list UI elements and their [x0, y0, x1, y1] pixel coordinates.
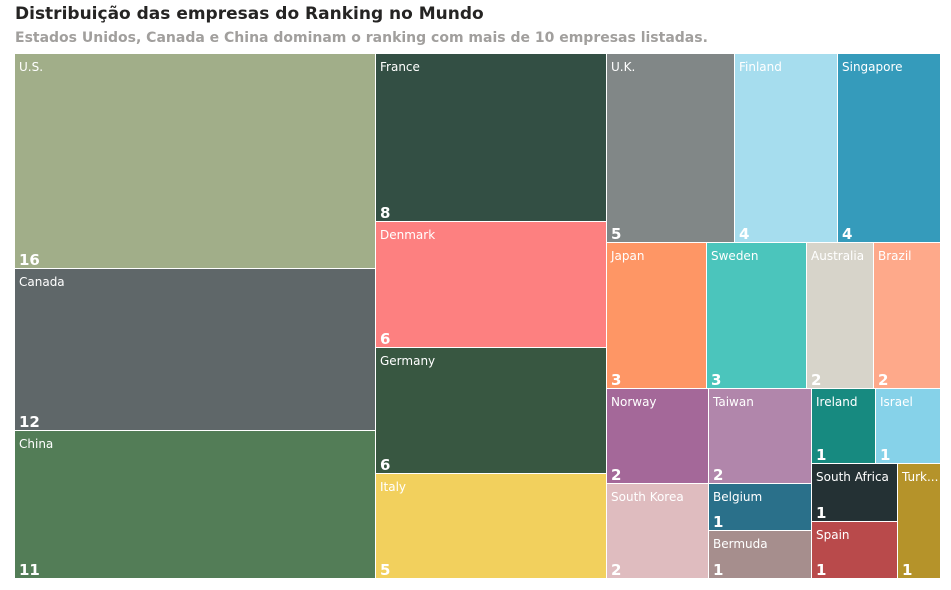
treemap-value-canada: 12: [19, 413, 40, 431]
treemap-value-france: 8: [380, 204, 390, 222]
treemap-rect-spain[interactable]: [812, 522, 897, 578]
treemap-value-south-africa: 1: [816, 504, 826, 522]
treemap-rect-denmark[interactable]: [376, 222, 606, 347]
treemap-cell-france[interactable]: France 8: [376, 54, 606, 222]
treemap-label-japan: Japan: [610, 249, 644, 263]
treemap-label-denmark: Denmark: [380, 228, 435, 242]
treemap-value-australia: 2: [811, 371, 821, 389]
treemap-cell-taiwan[interactable]: Taiwan 2: [709, 389, 811, 484]
treemap-rect-u-k[interactable]: [607, 54, 734, 242]
treemap-cell-u-s[interactable]: U.S. 16: [15, 54, 375, 269]
chart-subtitle: Estados Unidos, Canada e China dominam o…: [15, 30, 708, 46]
treemap-rect-sweden[interactable]: [707, 243, 806, 388]
treemap-label-south-korea: South Korea: [611, 490, 684, 504]
treemap-rect-finland[interactable]: [735, 54, 837, 242]
treemap-label-singapore: Singapore: [842, 60, 903, 74]
treemap-rect-south-korea[interactable]: [607, 484, 708, 578]
treemap-rect-france[interactable]: [376, 54, 606, 221]
treemap-value-norway: 2: [611, 466, 621, 484]
treemap-rect-turk[interactable]: [898, 464, 940, 578]
treemap-label-norway: Norway: [611, 395, 657, 409]
treemap-cell-canada[interactable]: Canada 12: [15, 269, 375, 431]
treemap-rect-norway[interactable]: [607, 389, 708, 483]
treemap-label-south-africa: South Africa: [816, 470, 889, 484]
treemap-label-u-s: U.S.: [19, 60, 43, 74]
treemap-rect-south-africa[interactable]: [812, 464, 897, 521]
treemap-value-china: 11: [19, 561, 40, 579]
treemap-cell-turk[interactable]: Turk... 1: [898, 464, 940, 579]
treemap-rect-china[interactable]: [15, 431, 375, 578]
treemap-value-bermuda: 1: [713, 561, 723, 579]
treemap-rect-germany[interactable]: [376, 348, 606, 473]
treemap-cell-israel[interactable]: Israel 1: [876, 389, 940, 464]
treemap-value-singapore: 4: [842, 225, 852, 243]
treemap-cell-germany[interactable]: Germany 6: [376, 348, 606, 474]
treemap-cell-singapore[interactable]: Singapore 4: [838, 54, 940, 243]
treemap-value-belgium: 1: [713, 513, 723, 531]
treemap-value-taiwan: 2: [713, 466, 723, 484]
treemap-rect-ireland[interactable]: [812, 389, 875, 463]
treemap-cell-south-africa[interactable]: South Africa 1: [812, 464, 897, 522]
treemap-rect-canada[interactable]: [15, 269, 375, 430]
treemap-value-ireland: 1: [816, 446, 826, 464]
treemap-rect-australia[interactable]: [807, 243, 873, 388]
treemap-rect-belgium[interactable]: [709, 484, 811, 530]
treemap-label-china: China: [19, 437, 53, 451]
chart-title: Distribuição das empresas do Ranking no …: [15, 4, 484, 24]
treemap-cell-u-k[interactable]: U.K. 5: [607, 54, 734, 243]
treemap-label-turk: Turk...: [901, 470, 938, 484]
treemap-value-germany: 6: [380, 456, 390, 474]
treemap-value-italy: 5: [380, 561, 390, 579]
treemap-label-canada: Canada: [19, 275, 65, 289]
treemap-value-denmark: 6: [380, 330, 390, 348]
treemap-label-taiwan: Taiwan: [712, 395, 754, 409]
treemap-rect-u-s[interactable]: [15, 54, 375, 268]
treemap-value-u-s: 16: [19, 251, 40, 269]
treemap-value-spain: 1: [816, 561, 826, 579]
treemap-cell-south-korea[interactable]: South Korea 2: [607, 484, 708, 579]
treemap-label-brazil: Brazil: [878, 249, 912, 263]
treemap-value-israel: 1: [880, 446, 890, 464]
treemap-cell-belgium[interactable]: Belgium 1: [709, 484, 811, 531]
treemap-value-south-korea: 2: [611, 561, 621, 579]
treemap-cell-denmark[interactable]: Denmark 6: [376, 222, 606, 348]
treemap-label-spain: Spain: [816, 528, 850, 542]
treemap-rect-singapore[interactable]: [838, 54, 940, 242]
treemap-label-u-k: U.K.: [611, 60, 635, 74]
treemap-cell-australia[interactable]: Australia 2: [807, 243, 873, 389]
treemap-cell-china[interactable]: China 11: [15, 431, 375, 579]
treemap-value-u-k: 5: [611, 225, 621, 243]
treemap-value-japan: 3: [611, 371, 621, 389]
treemap-rect-italy[interactable]: [376, 474, 606, 578]
treemap-value-sweden: 3: [711, 371, 721, 389]
treemap-cell-sweden[interactable]: Sweden 3: [707, 243, 806, 389]
treemap-cell-norway[interactable]: Norway 2: [607, 389, 708, 484]
treemap-label-israel: Israel: [880, 395, 913, 409]
treemap-cell-finland[interactable]: Finland 4: [735, 54, 837, 243]
treemap-cell-japan[interactable]: Japan 3: [607, 243, 706, 389]
treemap-value-brazil: 2: [878, 371, 888, 389]
treemap-value-finland: 4: [739, 225, 749, 243]
treemap-rect-brazil[interactable]: [874, 243, 940, 388]
treemap-label-france: France: [380, 60, 420, 74]
treemap-label-bermuda: Bermuda: [713, 537, 768, 551]
treemap-cell-ireland[interactable]: Ireland 1: [812, 389, 875, 464]
treemap-rect-taiwan[interactable]: [709, 389, 811, 483]
treemap-label-belgium: Belgium: [713, 490, 762, 504]
treemap-label-finland: Finland: [739, 60, 782, 74]
treemap-label-italy: Italy: [380, 480, 406, 494]
treemap-label-australia: Australia: [811, 249, 864, 263]
treemap-cell-bermuda[interactable]: Bermuda 1: [709, 531, 811, 579]
treemap-cell-brazil[interactable]: Brazil 2: [874, 243, 940, 389]
treemap-rect-japan[interactable]: [607, 243, 706, 388]
treemap-rect-israel[interactable]: [876, 389, 940, 463]
treemap-label-ireland: Ireland: [816, 395, 858, 409]
treemap-rect-bermuda[interactable]: [709, 531, 811, 578]
treemap-cell-italy[interactable]: Italy 5: [376, 474, 606, 579]
treemap-cell-spain[interactable]: Spain 1: [812, 522, 897, 579]
treemap-label-germany: Germany: [380, 354, 435, 368]
treemap-value-turk: 1: [902, 561, 912, 579]
treemap-label-sweden: Sweden: [711, 249, 758, 263]
